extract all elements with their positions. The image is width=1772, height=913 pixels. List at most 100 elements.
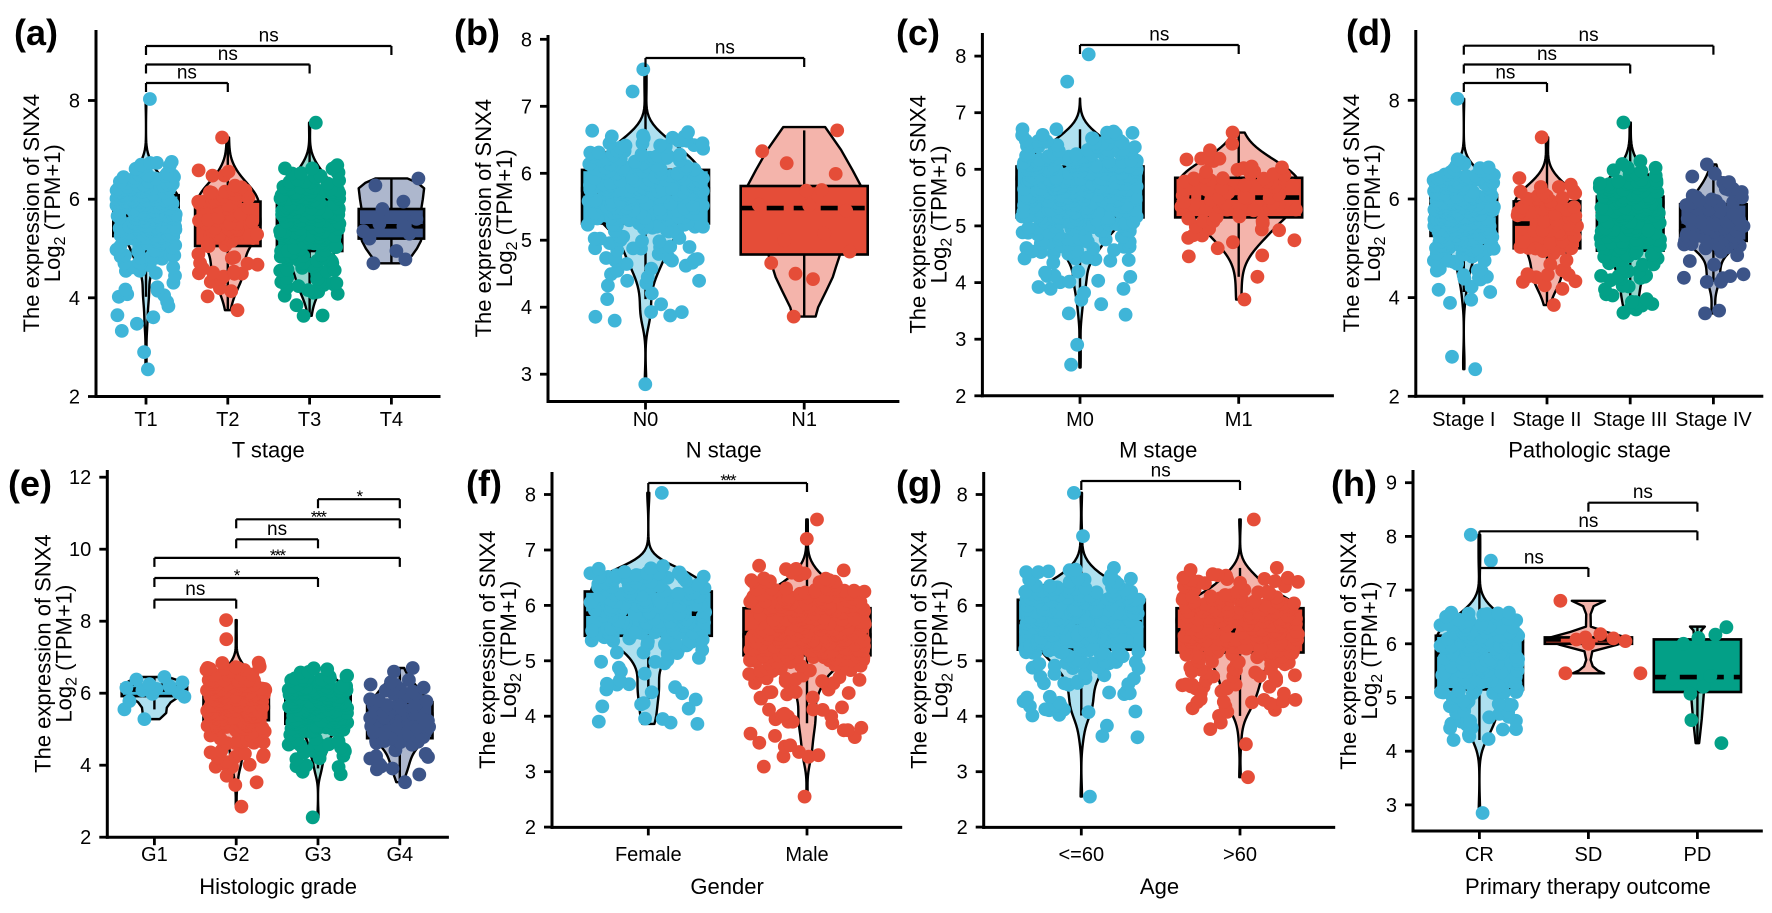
- svg-text:The expression of SNX4: The expression of SNX4: [905, 95, 930, 333]
- svg-text:G1: G1: [141, 844, 168, 866]
- svg-text:G3: G3: [305, 844, 332, 866]
- svg-text:4: 4: [1389, 288, 1400, 310]
- svg-text:ns: ns: [259, 26, 279, 47]
- svg-text:PD: PD: [1684, 844, 1712, 866]
- svg-text:Stage IV: Stage IV: [1675, 409, 1752, 431]
- svg-text:The expression of SNX4: The expression of SNX4: [471, 99, 496, 337]
- svg-text:M1: M1: [1225, 409, 1253, 431]
- svg-text:N0: N0: [633, 409, 659, 431]
- svg-text:Log2 (TPM+1): Log2 (TPM+1): [1360, 144, 1389, 282]
- svg-text:Gender: Gender: [690, 874, 763, 899]
- svg-text:6: 6: [955, 159, 966, 181]
- svg-text:N stage: N stage: [686, 438, 762, 463]
- svg-text:4: 4: [521, 297, 532, 319]
- svg-text:2: 2: [955, 386, 966, 408]
- svg-text:6: 6: [69, 189, 80, 211]
- svg-text:T2: T2: [216, 409, 239, 431]
- svg-text:6: 6: [521, 163, 532, 185]
- svg-text:Log2 (TPM+1): Log2 (TPM+1): [926, 145, 955, 283]
- svg-text:SD: SD: [1575, 844, 1603, 866]
- svg-text:The expression of SNX4: The expression of SNX4: [19, 94, 44, 332]
- svg-text:*: *: [234, 566, 241, 585]
- svg-text:M0: M0: [1066, 409, 1094, 431]
- svg-text:6: 6: [1386, 634, 1397, 656]
- svg-text:7: 7: [521, 96, 532, 118]
- svg-text:G2: G2: [223, 844, 250, 866]
- svg-text:2: 2: [80, 827, 91, 849]
- svg-text:5: 5: [957, 651, 968, 673]
- svg-text:The expression of SNX4: The expression of SNX4: [1336, 531, 1361, 769]
- svg-text:8: 8: [957, 485, 968, 507]
- svg-text:(c): (c): [896, 12, 940, 53]
- svg-text:ns: ns: [1633, 482, 1653, 503]
- svg-text:7: 7: [525, 540, 536, 562]
- svg-text:ns: ns: [1149, 25, 1169, 46]
- svg-text:10: 10: [69, 539, 91, 561]
- svg-text:Pathologic stage: Pathologic stage: [1508, 438, 1671, 463]
- svg-text:8: 8: [521, 29, 532, 51]
- svg-text:Log2 (TPM+1): Log2 (TPM+1): [51, 585, 80, 723]
- svg-text:ns: ns: [1578, 511, 1598, 532]
- svg-text:5: 5: [525, 651, 536, 673]
- svg-text:2: 2: [957, 817, 968, 839]
- svg-text:***: ***: [720, 471, 737, 490]
- svg-text:ns: ns: [267, 519, 287, 540]
- svg-text:T stage: T stage: [232, 438, 305, 463]
- svg-text:8: 8: [1386, 526, 1397, 548]
- svg-text:>60: >60: [1223, 844, 1257, 866]
- svg-text:M stage: M stage: [1119, 438, 1197, 463]
- svg-text:(e): (e): [8, 463, 52, 504]
- svg-text:Stage III: Stage III: [1593, 409, 1668, 431]
- svg-text:12: 12: [69, 467, 91, 489]
- svg-text:<=60: <=60: [1058, 844, 1104, 866]
- svg-text:(f): (f): [466, 463, 502, 504]
- svg-text:8: 8: [525, 485, 536, 507]
- svg-text:2: 2: [69, 387, 80, 409]
- svg-text:8: 8: [955, 46, 966, 68]
- svg-text:7: 7: [1386, 580, 1397, 602]
- svg-text:Age: Age: [1140, 874, 1179, 899]
- svg-text:6: 6: [525, 595, 536, 617]
- svg-text:Histologic grade: Histologic grade: [199, 874, 357, 899]
- svg-text:The expression of SNX4: The expression of SNX4: [475, 530, 500, 768]
- svg-text:4: 4: [80, 755, 91, 777]
- svg-text:7: 7: [955, 103, 966, 125]
- svg-text:6: 6: [957, 595, 968, 617]
- svg-text:7: 7: [957, 540, 968, 562]
- svg-text:Log2 (TPM+1): Log2 (TPM+1): [496, 581, 525, 719]
- svg-text:***: ***: [311, 507, 328, 526]
- svg-text:6: 6: [80, 683, 91, 705]
- svg-text:2: 2: [1389, 386, 1400, 408]
- svg-text:ns: ns: [177, 63, 197, 84]
- svg-text:*: *: [356, 487, 363, 506]
- svg-text:The expression of SNX4: The expression of SNX4: [30, 534, 55, 772]
- svg-text:(b): (b): [454, 12, 500, 53]
- svg-text:5: 5: [955, 216, 966, 238]
- svg-text:The expression of SNX4: The expression of SNX4: [1339, 94, 1364, 332]
- svg-text:(a): (a): [14, 12, 58, 53]
- svg-text:4: 4: [1386, 741, 1397, 763]
- svg-text:3: 3: [525, 762, 536, 784]
- svg-text:4: 4: [955, 273, 966, 295]
- svg-text:9: 9: [1386, 473, 1397, 495]
- svg-text:ns: ns: [1495, 63, 1515, 84]
- svg-text:Log2 (TPM+1): Log2 (TPM+1): [40, 144, 69, 282]
- svg-text:8: 8: [1389, 90, 1400, 112]
- svg-text:ns: ns: [715, 38, 735, 59]
- svg-text:ns: ns: [1579, 25, 1599, 46]
- svg-text:Log2 (TPM+1): Log2 (TPM+1): [928, 581, 957, 719]
- svg-text:ns: ns: [1524, 548, 1544, 569]
- svg-text:(g): (g): [896, 463, 942, 504]
- svg-text:Primary therapy outcome: Primary therapy outcome: [1465, 874, 1711, 899]
- svg-text:(d): (d): [1346, 12, 1392, 53]
- svg-text:6: 6: [1389, 189, 1400, 211]
- svg-text:N1: N1: [791, 409, 817, 431]
- svg-text:ns: ns: [1537, 44, 1557, 65]
- svg-text:ns: ns: [185, 579, 205, 600]
- svg-text:2: 2: [525, 817, 536, 839]
- svg-text:3: 3: [955, 329, 966, 351]
- svg-text:3: 3: [521, 364, 532, 386]
- svg-text:(h): (h): [1331, 463, 1377, 504]
- svg-text:4: 4: [525, 706, 536, 728]
- svg-text:3: 3: [1386, 795, 1397, 817]
